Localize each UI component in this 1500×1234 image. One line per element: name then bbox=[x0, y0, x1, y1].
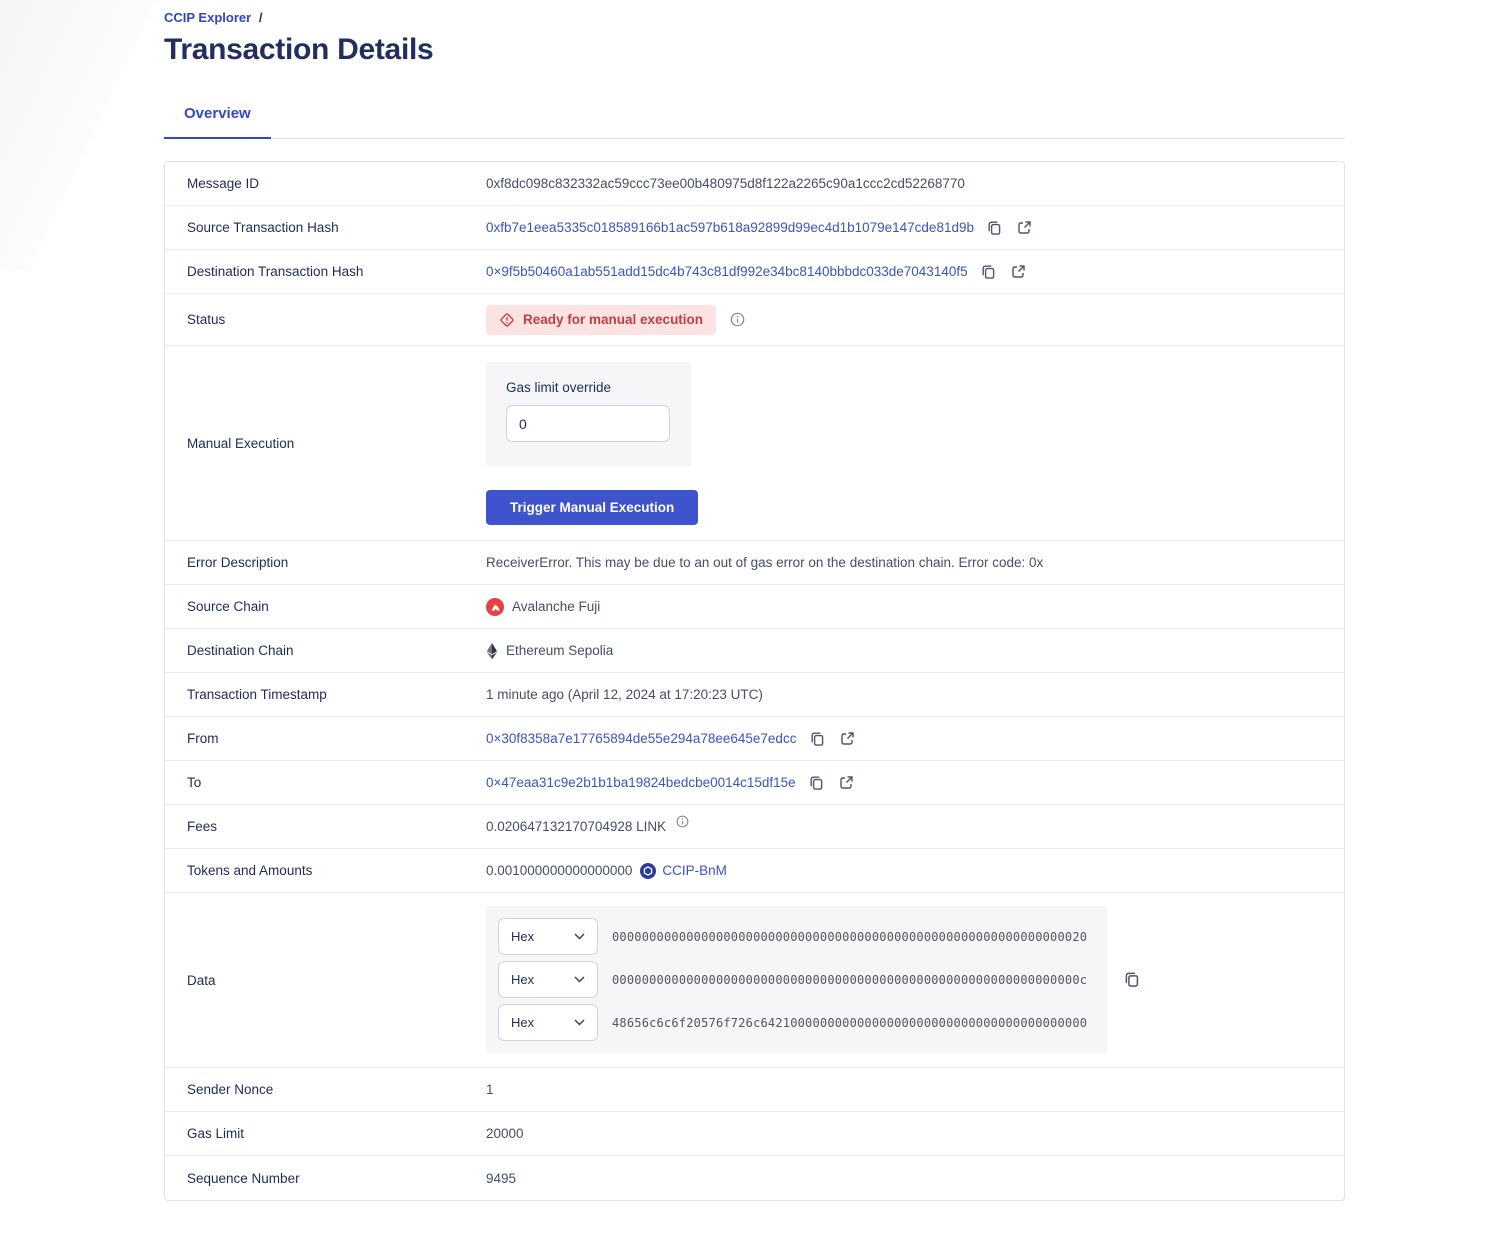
table-row-destination-chain: Destination Chain Ethereum Sepolia bbox=[165, 629, 1344, 673]
error-description-label: Error Description bbox=[187, 555, 289, 570]
table-row-dest-tx-hash: Destination Transaction Hash 0×9f5b50460… bbox=[165, 250, 1344, 294]
source-tx-hash-label: Source Transaction Hash bbox=[187, 220, 339, 235]
message-id-label: Message ID bbox=[187, 176, 260, 191]
external-link-icon[interactable] bbox=[838, 774, 856, 792]
sender-nonce-value: 1 bbox=[486, 1082, 494, 1097]
message-id-value: 0xf8dc098c832332ac59ccc73ee00b480975d8f1… bbox=[486, 176, 965, 191]
destination-chain-label: Destination Chain bbox=[187, 643, 294, 658]
gas-limit-override-input[interactable] bbox=[506, 405, 670, 442]
ccip-bnm-token-icon bbox=[640, 862, 657, 879]
breadcrumb: CCIP Explorer / bbox=[164, 0, 1345, 25]
data-format-value: Hex bbox=[511, 1015, 535, 1030]
info-icon[interactable] bbox=[676, 815, 689, 828]
external-link-icon[interactable] bbox=[1016, 219, 1034, 237]
error-description-value: ReceiverError. This may be due to an out… bbox=[486, 555, 1044, 570]
page-title: Transaction Details bbox=[164, 33, 434, 66]
source-chain-label: Source Chain bbox=[187, 599, 269, 614]
table-row-from: From 0×30f8358a7e17765894de55e294a78ee64… bbox=[165, 717, 1344, 761]
info-icon[interactable] bbox=[730, 312, 745, 327]
gas-limit-label: Gas Limit bbox=[187, 1126, 245, 1141]
hex-line: Hex 000000000000000000000000000000000000… bbox=[498, 918, 1095, 955]
dest-tx-hash-link[interactable]: 0×9f5b50460a1ab551add15dc4b743c81df992e3… bbox=[486, 264, 968, 279]
gas-limit-override-label: Gas limit override bbox=[506, 380, 612, 395]
to-label: To bbox=[187, 775, 202, 790]
fees-value: 0.020647132170704928 LINK bbox=[486, 819, 667, 834]
copy-icon[interactable] bbox=[980, 263, 998, 281]
table-row-manual-execution: Manual Execution Gas limit override Trig… bbox=[165, 346, 1344, 541]
data-format-value: Hex bbox=[511, 929, 535, 944]
table-row-to: To 0×47eaa31c9e2b1b1ba19824bedcbe0014c15… bbox=[165, 761, 1344, 805]
details-card: Message ID 0xf8dc098c832332ac59ccc73ee00… bbox=[164, 161, 1345, 1201]
external-link-icon[interactable] bbox=[1010, 263, 1028, 281]
sequence-number-label: Sequence Number bbox=[187, 1170, 300, 1186]
hex-data-line: 48656c6c6f20576f726c64210000000000000000… bbox=[612, 1015, 1088, 1030]
hex-data-line: 0000000000000000000000000000000000000000… bbox=[612, 972, 1088, 987]
data-format-select[interactable]: Hex bbox=[498, 1004, 598, 1041]
data-hex-panel: Hex 000000000000000000000000000000000000… bbox=[486, 906, 1107, 1053]
chevron-down-icon bbox=[574, 1019, 585, 1026]
alert-diamond-icon bbox=[499, 312, 515, 328]
status-badge-text: Ready for manual execution bbox=[523, 312, 704, 327]
copy-icon[interactable] bbox=[808, 730, 826, 748]
table-row-status: Status Ready for manual execution bbox=[165, 294, 1344, 346]
breadcrumb-separator: / bbox=[258, 10, 263, 25]
timestamp-label: Transaction Timestamp bbox=[187, 687, 327, 702]
table-row-sequence-number: Sequence Number 9495 bbox=[165, 1156, 1344, 1200]
table-row-gas-limit: Gas Limit 20000 bbox=[165, 1112, 1344, 1156]
background-watermark bbox=[0, 0, 155, 270]
destination-chain-value: Ethereum Sepolia bbox=[506, 643, 614, 658]
table-row-error-description: Error Description ReceiverError. This ma… bbox=[165, 541, 1344, 585]
table-row-tokens-amounts: Tokens and Amounts 0.001000000000000000 … bbox=[165, 849, 1344, 893]
external-link-icon[interactable] bbox=[838, 730, 856, 748]
ethereum-icon bbox=[486, 642, 498, 660]
status-label: Status bbox=[187, 312, 226, 327]
copy-icon[interactable] bbox=[1123, 971, 1141, 989]
timestamp-value: 1 minute ago (April 12, 2024 at 17:20:23… bbox=[486, 687, 763, 702]
sender-nonce-label: Sender Nonce bbox=[187, 1082, 274, 1097]
from-label: From bbox=[187, 731, 219, 746]
avalanche-icon bbox=[486, 597, 504, 616]
table-row-message-id: Message ID 0xf8dc098c832332ac59ccc73ee00… bbox=[165, 162, 1344, 206]
copy-icon[interactable] bbox=[986, 219, 1004, 237]
status-badge: Ready for manual execution bbox=[486, 304, 717, 335]
copy-icon[interactable] bbox=[808, 774, 826, 792]
dest-tx-hash-label: Destination Transaction Hash bbox=[187, 264, 364, 279]
tab-bar: Overview bbox=[164, 105, 1345, 139]
from-address-link[interactable]: 0×30f8358a7e17765894de55e294a78ee645e7ed… bbox=[486, 731, 797, 746]
table-row-data: Data Hex 0000000000000000000000000000000… bbox=[165, 893, 1344, 1068]
gas-limit-value: 20000 bbox=[486, 1126, 524, 1141]
tab-overview[interactable]: Overview bbox=[164, 105, 271, 139]
table-row-timestamp: Transaction Timestamp 1 minute ago (Apri… bbox=[165, 673, 1344, 717]
table-row-sender-nonce: Sender Nonce 1 bbox=[165, 1068, 1344, 1112]
source-tx-hash-link[interactable]: 0xfb7e1eea5335c018589166b1ac597b618a9289… bbox=[486, 220, 974, 235]
hex-line: Hex 000000000000000000000000000000000000… bbox=[498, 961, 1095, 998]
data-format-select[interactable]: Hex bbox=[498, 918, 598, 955]
data-format-value: Hex bbox=[511, 972, 535, 987]
hex-data-line: 0000000000000000000000000000000000000000… bbox=[612, 929, 1088, 944]
sequence-number-value: 9495 bbox=[486, 1170, 517, 1186]
data-format-select[interactable]: Hex bbox=[498, 961, 598, 998]
trigger-manual-execution-button[interactable]: Trigger Manual Execution bbox=[486, 490, 699, 525]
table-row-fees: Fees 0.020647132170704928 LINK bbox=[165, 805, 1344, 849]
hex-line: Hex 48656c6c6f20576f726c6421000000000000… bbox=[498, 1004, 1095, 1041]
to-address-link[interactable]: 0×47eaa31c9e2b1b1ba19824bedcbe0014c15df1… bbox=[486, 775, 796, 790]
data-label: Data bbox=[187, 972, 216, 988]
ccip-bnm-token-link[interactable]: CCIP-BnM bbox=[662, 863, 727, 878]
tokens-amounts-label: Tokens and Amounts bbox=[187, 863, 313, 878]
manual-execution-label: Manual Execution bbox=[187, 435, 295, 451]
gas-limit-override-panel: Gas limit override bbox=[486, 362, 691, 466]
table-row-source-chain: Source Chain Avalanche Fuji bbox=[165, 585, 1344, 629]
fees-label: Fees bbox=[187, 819, 218, 834]
breadcrumb-link-ccip-explorer[interactable]: CCIP Explorer bbox=[164, 10, 252, 25]
chevron-down-icon bbox=[574, 933, 585, 940]
source-chain-value: Avalanche Fuji bbox=[512, 599, 601, 614]
table-row-source-tx-hash: Source Transaction Hash 0xfb7e1eea5335c0… bbox=[165, 206, 1344, 250]
token-amount-value: 0.001000000000000000 bbox=[486, 863, 633, 878]
chevron-down-icon bbox=[574, 976, 585, 983]
